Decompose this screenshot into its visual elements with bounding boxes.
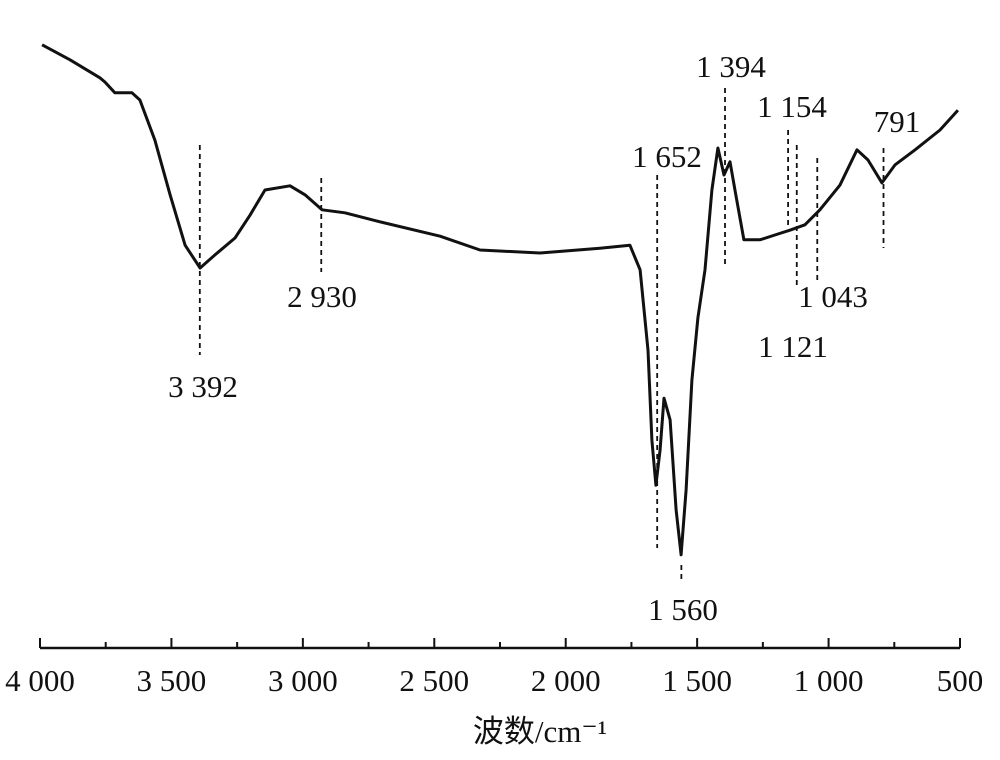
annotation-label: 1 394	[696, 49, 766, 84]
spectrum-line	[41, 43, 960, 557]
annotation-label: 1 652	[632, 139, 702, 174]
annotation-label: 1 121	[758, 329, 828, 364]
annotation-label: 1 043	[798, 279, 868, 314]
annotation-label: 2 930	[287, 279, 357, 314]
x-tick-label: 3 000	[268, 663, 338, 698]
annotation-label: 3 392	[168, 369, 238, 404]
x-tick-label: 1 500	[662, 663, 732, 698]
x-tick-label: 4 000	[5, 663, 75, 698]
x-axis-title: 波数/cm⁻¹	[473, 714, 607, 749]
annotation-label: 1 560	[648, 592, 718, 627]
x-tick-label: 3 500	[137, 663, 207, 698]
x-tick-label: 500	[937, 663, 984, 698]
annotation-label: 1 154	[757, 89, 827, 124]
x-tick-label: 1 000	[794, 663, 864, 698]
x-tick-label: 2 500	[399, 663, 469, 698]
x-tick-label: 2 000	[531, 663, 601, 698]
annotation-label: 791	[874, 104, 921, 139]
